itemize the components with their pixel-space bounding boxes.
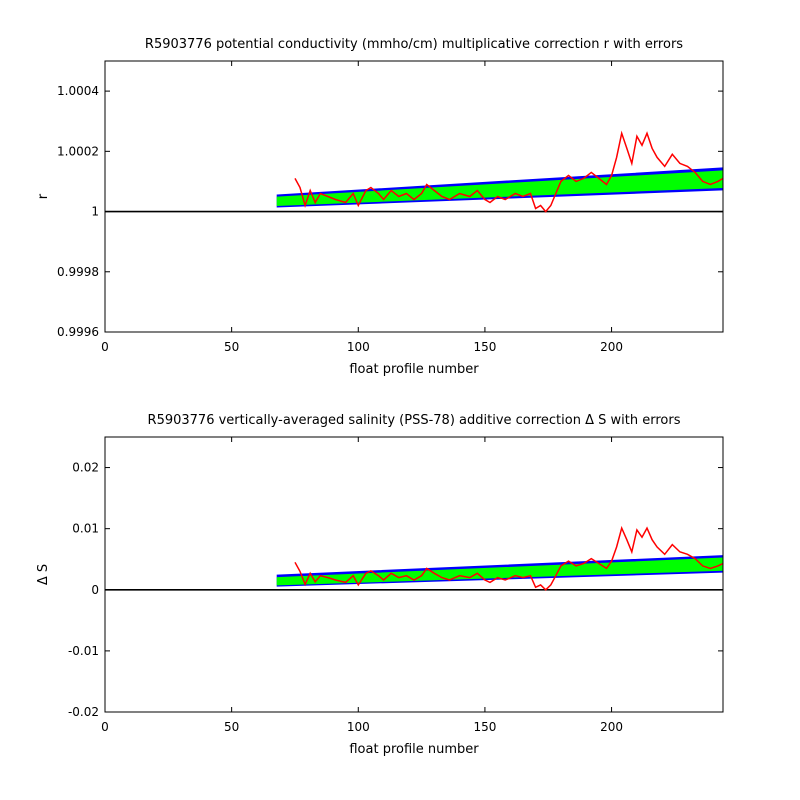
y-tick-label: 0.01 — [72, 522, 99, 536]
x-tick-label: 150 — [473, 340, 496, 354]
x-axis-label: float profile number — [349, 742, 479, 757]
y-axis-label: Δ S — [36, 564, 51, 585]
y-tick-label: 0.9996 — [57, 325, 99, 339]
x-axis-label: float profile number — [349, 362, 479, 377]
fit-band — [276, 557, 723, 586]
y-tick-label: 0 — [91, 583, 99, 597]
chart-title: R5903776 vertically-averaged salinity (P… — [148, 413, 681, 428]
y-tick-label: -0.02 — [68, 705, 99, 719]
x-tick-label: 0 — [101, 340, 109, 354]
data-series-line — [294, 130, 723, 213]
x-tick-label: 0 — [101, 720, 109, 734]
y-tick-label: 1 — [91, 205, 99, 219]
chart-panel-salinity: 0 50 100 150 200 -0.02 -0.01 0 0.01 0.02 R5903776 … — [36, 413, 724, 757]
y-tick-label: 1.0004 — [57, 84, 99, 98]
plot-frame — [104, 60, 724, 333]
y-tick-label: -0.01 — [68, 644, 99, 658]
x-tick-label: 50 — [224, 720, 239, 734]
x-tick-label: 100 — [347, 720, 370, 734]
y-tick-label: 0.9998 — [57, 265, 99, 279]
band-group — [276, 555, 723, 587]
plot-frame — [104, 436, 724, 713]
x-tick-label: 200 — [600, 340, 623, 354]
chart-title: R5903776 potential conductivity (mmho/cm… — [145, 37, 683, 52]
x-tick-label: 50 — [224, 340, 239, 354]
y-tick-label: 1.0002 — [57, 144, 99, 158]
y-tick-label: 0.02 — [72, 461, 99, 475]
fit-band — [276, 170, 723, 207]
x-tick-label: 150 — [473, 720, 496, 734]
x-tick-label: 200 — [600, 720, 623, 734]
x-tick-label: 100 — [347, 340, 370, 354]
y-axis-label: r — [36, 193, 51, 199]
band-group — [276, 167, 723, 208]
data-series-line — [294, 525, 723, 591]
chart-panel-conductivity: 0 50 100 150 200 0.9996 0.9998 1 1.0002 1.0004 R59… — [36, 37, 724, 377]
